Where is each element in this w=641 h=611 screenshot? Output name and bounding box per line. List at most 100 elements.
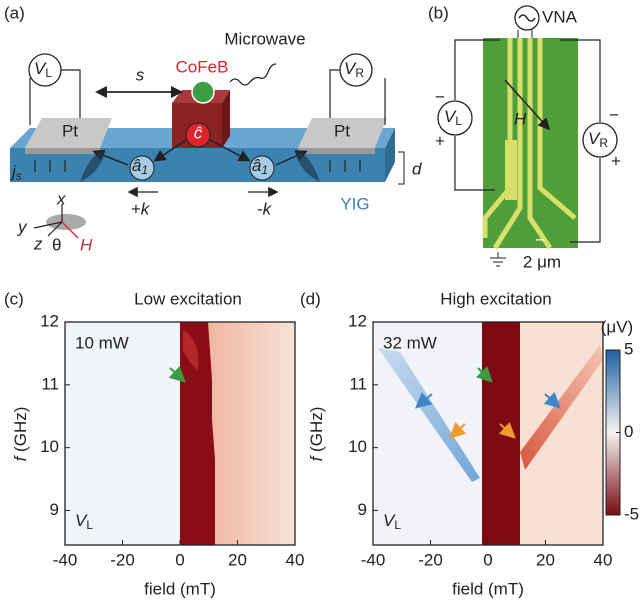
sine	[518, 14, 536, 22]
v-main: V	[344, 59, 357, 78]
x-tick-label: 20	[536, 550, 555, 569]
k-label: +k	[131, 199, 151, 218]
heatmap-region	[183, 330, 199, 370]
v-sub: L	[45, 66, 52, 80]
v-label: VR	[344, 59, 364, 80]
c-hat: ĉ	[194, 123, 203, 142]
v-sub: L	[394, 518, 401, 532]
colorbar-tick-label: -5	[624, 504, 639, 523]
x-tick-label: -40	[361, 550, 386, 569]
a-hat-circle	[129, 155, 155, 181]
panel-label: (b)	[428, 3, 449, 22]
pt-left	[25, 118, 112, 148]
pt-right	[298, 118, 387, 148]
heatmap-region	[520, 345, 603, 470]
colorbar-tick-label: 5	[624, 339, 633, 358]
d-bracket	[398, 151, 405, 185]
c-hat-circle	[185, 122, 211, 148]
theta-label: θ	[52, 235, 61, 254]
h-label: H	[80, 235, 93, 254]
x-axis-label: field (mT)	[144, 579, 216, 598]
signal-label: VL	[75, 511, 93, 532]
power-label: 32 mW	[383, 333, 437, 352]
microwave-label: Microwave	[224, 29, 305, 48]
colorbar-tick-label: 0	[624, 422, 633, 441]
y-label: y	[17, 217, 28, 236]
x-label: x	[56, 189, 66, 208]
y-tick-label: 11	[349, 374, 367, 393]
heatmap-region	[65, 322, 180, 545]
panel-title: Low excitation	[134, 289, 242, 308]
x-tick-label: 0	[175, 550, 184, 569]
wire	[517, 30, 533, 38]
axes	[33, 204, 63, 237]
voltmeter	[582, 122, 618, 158]
a-hat: â1	[132, 156, 148, 177]
power-label: 10 mW	[75, 333, 129, 352]
polarity: −	[535, 230, 545, 249]
j-main: j	[10, 162, 17, 181]
v-sub: L	[455, 114, 462, 128]
heatmap-region	[482, 322, 520, 545]
polarity: +	[435, 131, 445, 150]
pt-label: Pt	[334, 121, 350, 140]
x-tick-label: -20	[110, 550, 135, 569]
v-label: VL	[444, 107, 462, 128]
x-tick-label: 0	[483, 550, 492, 569]
electrodes	[482, 38, 577, 250]
polarity: +	[611, 151, 621, 170]
panel-label: (a)	[4, 3, 25, 22]
signal-label: VL	[383, 511, 401, 532]
heatmap-region	[378, 348, 480, 482]
y-axis-unit: (GHz)	[11, 407, 30, 452]
v-main: V	[588, 129, 601, 148]
microwave-antenna	[191, 80, 215, 104]
y-axis-unit: (GHz)	[307, 407, 326, 452]
panel-title: High excitation	[440, 289, 552, 308]
y-axis-label: f (GHz)	[307, 407, 326, 462]
heatmap-region	[180, 322, 215, 545]
v-main: V	[383, 511, 396, 530]
wire	[329, 69, 386, 125]
panel-label: (c)	[4, 289, 24, 308]
panel-label: (d)	[300, 289, 321, 308]
panel-a: (a) Pt Pt Microwave CoFeB ĉ â1 â1 +k -k …	[4, 3, 422, 254]
vna-label: VNA	[542, 7, 578, 26]
h-arrow	[504, 79, 551, 131]
s-label: s	[136, 65, 145, 84]
js-label: js	[10, 162, 22, 183]
y-tick-label: 9	[50, 500, 59, 519]
coupling-arrow	[153, 139, 187, 162]
cofeb-label: CoFeB	[176, 57, 229, 76]
y-tick-label: 10	[40, 437, 59, 456]
k-label: -k	[257, 199, 273, 218]
magnon-wave	[295, 152, 320, 182]
y-tick-label: 12	[348, 311, 367, 330]
yig-label: YIG	[340, 194, 369, 213]
x-tick-label: -20	[418, 550, 443, 569]
y-axis-symbol: f	[11, 454, 30, 461]
voltmeter	[339, 53, 373, 87]
y-tick-label: 12	[40, 311, 59, 330]
panel-b: (b) VNA VL VR − + − + H − 2 μm	[428, 3, 621, 271]
v-sub: R	[599, 136, 608, 150]
a-sub: 1	[261, 163, 268, 177]
z-label: z	[33, 234, 43, 253]
a-hat-circle	[249, 155, 275, 181]
y-tick-label: 10	[348, 437, 367, 456]
j-sub: s	[16, 169, 22, 183]
v-label: VR	[588, 129, 608, 150]
v-main: V	[75, 511, 88, 530]
marker-arrow	[498, 421, 516, 439]
coupling-arrow	[209, 139, 251, 162]
marker-arrow	[414, 392, 433, 409]
y-axis-label: f (GHz)	[11, 407, 30, 462]
pt-label: Pt	[62, 121, 78, 140]
colorbar-label: (μV)	[601, 317, 633, 336]
a-sub: 1	[141, 163, 148, 177]
d-label: d	[412, 159, 422, 178]
v-main: V	[444, 107, 457, 126]
y-tick-label: 11	[41, 374, 59, 393]
v-sub: L	[86, 518, 93, 532]
h-vector	[61, 221, 79, 239]
